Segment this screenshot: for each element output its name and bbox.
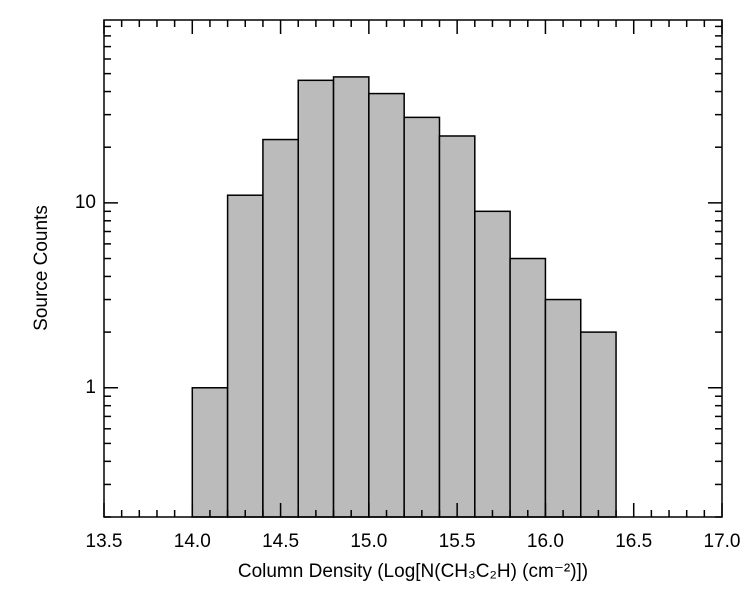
bar xyxy=(579,331,617,518)
bar xyxy=(297,79,335,518)
x-tick-label: 16.5 xyxy=(615,531,652,552)
bar xyxy=(332,76,370,518)
x-tick-label: 14.0 xyxy=(174,531,211,552)
y-axis-label: Source Counts xyxy=(31,205,52,331)
x-tick-label: 16.0 xyxy=(527,531,564,552)
bar xyxy=(191,387,229,518)
bar xyxy=(262,138,299,518)
y-tick-label: 10 xyxy=(75,192,96,213)
x-tick-label: 17.0 xyxy=(704,531,741,552)
plot-frame xyxy=(103,19,723,518)
bar xyxy=(368,92,405,518)
bar xyxy=(438,135,476,518)
x-tick-label: 14.5 xyxy=(262,531,299,552)
bar xyxy=(474,210,511,518)
y-tick-label: 1 xyxy=(85,377,96,398)
bar xyxy=(403,116,441,518)
x-tick-label: 15.5 xyxy=(439,531,476,552)
x-tick-label: 13.5 xyxy=(86,531,123,552)
x-axis-label: Column Density (Log[N(CH₃C₂H) (cm⁻²)]) xyxy=(238,561,588,582)
x-tick-label: 15.0 xyxy=(350,531,387,552)
bar xyxy=(226,194,264,518)
bar xyxy=(509,257,547,518)
bar xyxy=(544,298,582,518)
